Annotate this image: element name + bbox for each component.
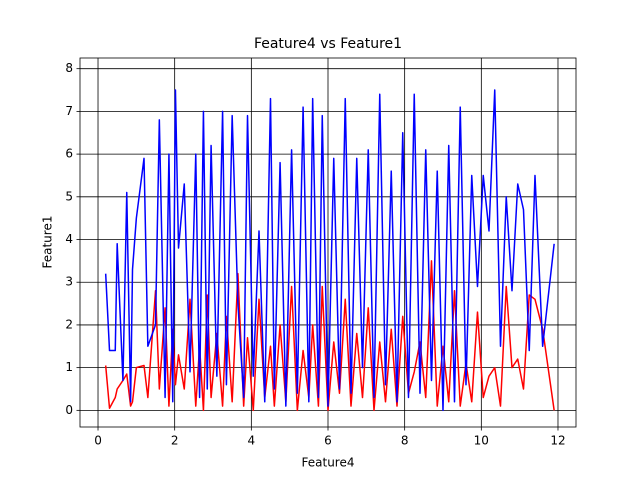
x-tick-label: 4	[248, 434, 256, 448]
y-tick-label: 2	[65, 317, 73, 331]
x-tick-label: 10	[474, 434, 489, 448]
x-tick-label: 12	[550, 434, 565, 448]
y-axis-label: Feature1	[41, 216, 55, 269]
x-tick-label: 6	[324, 434, 332, 448]
y-tick-label: 5	[65, 189, 73, 203]
plot-lines	[104, 89, 555, 412]
x-tick-label: 2	[171, 434, 179, 448]
x-axis-label: Feature4	[302, 456, 355, 470]
y-tick-label: 1	[65, 360, 73, 374]
y-tick-label: 3	[65, 275, 73, 289]
y-tick-label: 4	[65, 232, 73, 246]
grid	[80, 58, 576, 427]
y-tick-label: 8	[65, 61, 73, 75]
x-tick-label: 8	[401, 434, 409, 448]
x-tick-label: 0	[94, 434, 102, 448]
chart-title: Feature4 vs Feature1	[254, 36, 402, 52]
y-tick-label: 7	[65, 104, 73, 118]
y-tick-label: 6	[65, 147, 73, 161]
y-tick-label: 0	[65, 403, 73, 417]
series-line	[104, 89, 555, 412]
